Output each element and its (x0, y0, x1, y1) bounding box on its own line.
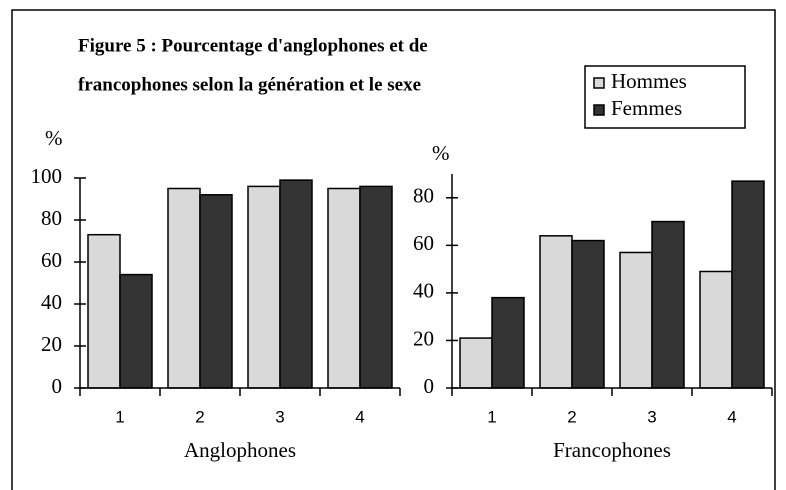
x-tick-label: 3 (275, 407, 284, 426)
x-axis-label: Francophones (553, 438, 671, 462)
x-tick-label: 4 (355, 407, 364, 426)
frame (11, 9, 776, 490)
legend-label: Hommes (611, 69, 687, 93)
x-tick-label: 1 (487, 407, 496, 426)
bar (327, 187, 361, 389)
bar (279, 179, 313, 389)
bar (619, 251, 653, 389)
y-tick-label: 80 (41, 206, 62, 230)
y-tick-label: 40 (413, 279, 434, 303)
bar (651, 220, 685, 389)
y-tick-label: 20 (413, 326, 434, 350)
y-axis-label: % (432, 141, 450, 165)
bar (699, 270, 733, 389)
y-tick-label: 80 (413, 184, 434, 208)
legend (584, 65, 746, 129)
bar (167, 187, 201, 389)
bar (491, 296, 525, 389)
x-tick-label: 1 (115, 407, 124, 426)
chart-title: Figure 5 : Pourcentage d'anglophones et … (78, 35, 428, 56)
x-tick-label: 2 (195, 407, 204, 426)
y-tick-label: 40 (41, 290, 62, 314)
y-tick-label: 0 (52, 374, 63, 398)
bar (539, 235, 573, 389)
bar (119, 273, 153, 389)
x-tick-label: 2 (567, 407, 576, 426)
x-tick-label: 3 (647, 407, 656, 426)
bar (731, 180, 765, 389)
chart-title: francophones selon la génération et le s… (78, 74, 421, 95)
bar (247, 185, 281, 389)
y-tick-label: 100 (31, 164, 63, 188)
legend-swatch (593, 104, 605, 116)
x-axis-label: Anglophones (184, 438, 296, 462)
bar (359, 185, 393, 389)
bar (459, 337, 493, 389)
x-tick-label: 4 (727, 407, 736, 426)
legend-label: Femmes (611, 96, 682, 120)
y-tick-label: 60 (413, 231, 434, 255)
legend-swatch (593, 77, 605, 89)
y-tick-label: 20 (41, 332, 62, 356)
bar (87, 233, 121, 389)
y-axis-label: % (45, 126, 63, 150)
y-tick-label: 60 (41, 248, 62, 272)
bar (571, 239, 605, 389)
bar (199, 194, 233, 389)
y-tick-label: 0 (424, 374, 435, 398)
